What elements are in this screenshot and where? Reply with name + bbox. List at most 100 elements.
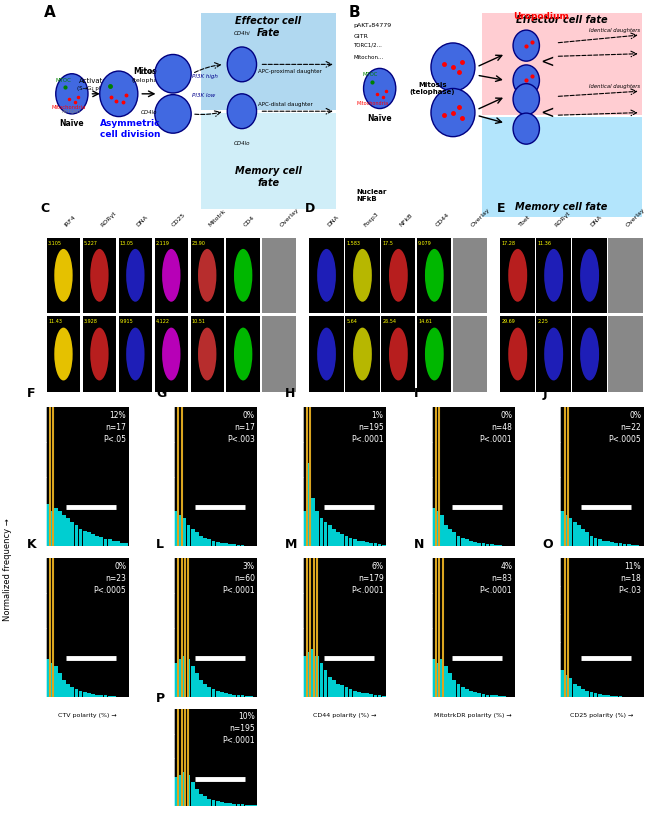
Text: CD44: CD44: [434, 212, 450, 228]
Bar: [195, 532, 199, 546]
Ellipse shape: [198, 249, 216, 302]
Text: pAKTₔ84779: pAKTₔ84779: [354, 23, 391, 28]
Bar: [245, 805, 248, 806]
Bar: [232, 694, 236, 698]
Text: DNA: DNA: [135, 215, 149, 228]
Bar: [207, 539, 211, 546]
Text: NFkB: NFkB: [398, 212, 413, 228]
X-axis label: CD44 polarity (%) →: CD44 polarity (%) →: [313, 713, 376, 718]
Bar: [212, 540, 215, 546]
Bar: [348, 689, 352, 698]
Bar: [436, 663, 439, 698]
Bar: [432, 659, 436, 698]
Text: 0%
n=22
P<.0005: 0% n=22 P<.0005: [608, 411, 641, 444]
Bar: [348, 538, 352, 546]
Bar: [382, 238, 415, 313]
Ellipse shape: [126, 249, 144, 302]
Bar: [627, 544, 630, 546]
Bar: [452, 680, 456, 698]
Bar: [307, 652, 311, 698]
Bar: [320, 663, 323, 698]
Bar: [240, 695, 244, 698]
Ellipse shape: [155, 94, 191, 133]
Bar: [83, 692, 86, 698]
Bar: [456, 536, 460, 546]
Bar: [444, 525, 448, 546]
Text: 4%
n=83
P<.0001: 4% n=83 P<.0001: [480, 562, 512, 595]
Bar: [58, 511, 62, 546]
Bar: [187, 659, 190, 698]
Bar: [203, 796, 207, 806]
Bar: [315, 656, 319, 698]
Bar: [212, 689, 215, 698]
Bar: [573, 522, 577, 546]
Bar: [228, 803, 232, 806]
Bar: [66, 684, 70, 698]
Bar: [336, 532, 340, 546]
Text: G: G: [156, 387, 166, 400]
Bar: [120, 543, 124, 546]
Bar: [573, 684, 577, 698]
Text: M: M: [285, 538, 297, 551]
Ellipse shape: [162, 249, 181, 302]
Bar: [216, 542, 220, 546]
Bar: [440, 515, 444, 546]
Ellipse shape: [508, 327, 527, 380]
Bar: [623, 544, 627, 546]
Text: TORC1/2...: TORC1/2...: [354, 43, 382, 48]
Text: GITR: GITR: [354, 33, 368, 38]
Bar: [382, 317, 415, 392]
X-axis label: IRF4 polarity (%) →: IRF4 polarity (%) →: [572, 562, 632, 567]
Bar: [502, 696, 506, 698]
Bar: [536, 238, 571, 313]
Ellipse shape: [431, 89, 475, 137]
Bar: [598, 539, 601, 546]
Bar: [494, 695, 498, 698]
Bar: [75, 689, 78, 698]
Ellipse shape: [55, 327, 73, 380]
Bar: [436, 511, 439, 546]
Bar: [361, 541, 365, 546]
Bar: [174, 511, 178, 546]
Bar: [635, 545, 639, 546]
Bar: [577, 525, 581, 546]
Ellipse shape: [353, 249, 372, 302]
Bar: [461, 687, 465, 698]
Bar: [199, 680, 203, 698]
Ellipse shape: [513, 65, 540, 96]
Bar: [469, 540, 473, 546]
Bar: [369, 694, 373, 698]
Bar: [112, 540, 116, 546]
Bar: [224, 544, 227, 546]
Ellipse shape: [162, 327, 181, 380]
Text: 14.61: 14.61: [418, 320, 432, 325]
Bar: [560, 511, 564, 546]
X-axis label: MitotrkDR polarity (%) →: MitotrkDR polarity (%) →: [434, 713, 512, 718]
Bar: [536, 317, 571, 392]
Text: PI3K low: PI3K low: [192, 93, 215, 98]
Bar: [453, 238, 488, 313]
Ellipse shape: [513, 113, 540, 144]
Text: F: F: [27, 387, 36, 400]
Bar: [623, 697, 627, 698]
Bar: [307, 462, 311, 546]
Bar: [124, 544, 128, 546]
Bar: [328, 676, 332, 698]
Text: 3.105: 3.105: [48, 241, 62, 246]
Bar: [614, 696, 618, 698]
Bar: [309, 317, 344, 392]
Text: Asymmetric
cell division: Asymmetric cell division: [100, 120, 161, 138]
Bar: [91, 534, 95, 546]
Bar: [498, 545, 502, 546]
Bar: [47, 238, 80, 313]
Ellipse shape: [580, 249, 599, 302]
Bar: [369, 543, 373, 546]
Text: CD4lo: CD4lo: [233, 141, 250, 146]
Text: 12%
n=17
P<.05: 12% n=17 P<.05: [103, 411, 126, 444]
Ellipse shape: [425, 327, 444, 380]
Bar: [91, 694, 95, 698]
Bar: [47, 317, 80, 392]
Bar: [565, 675, 568, 698]
Bar: [187, 775, 190, 806]
Ellipse shape: [508, 249, 527, 302]
